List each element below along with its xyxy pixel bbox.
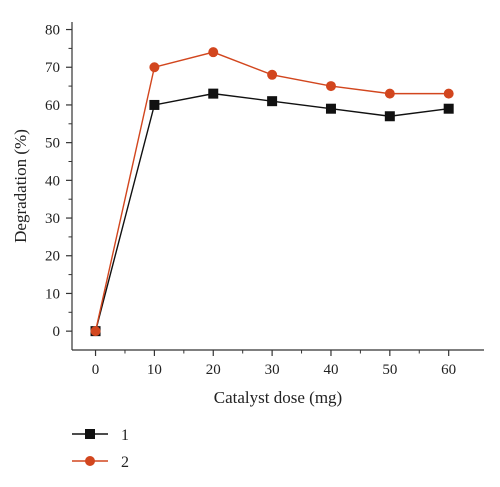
y-tick-label: 60 xyxy=(45,98,60,114)
y-tick-label: 40 xyxy=(45,173,60,189)
series-1-line xyxy=(94,92,449,332)
x-axis-label: Catalyst dose (mg) xyxy=(214,388,342,407)
y-tick-label: 80 xyxy=(45,23,60,39)
legend-marker xyxy=(85,456,95,466)
series-2-point xyxy=(267,69,278,80)
series-1 xyxy=(90,88,454,337)
series-1-point xyxy=(325,103,336,114)
series-2-point xyxy=(208,47,219,58)
axes xyxy=(71,22,484,351)
x-tick-label: 0 xyxy=(92,362,100,378)
x-tick-label: 60 xyxy=(441,362,456,378)
x-tick-label: 30 xyxy=(265,362,280,378)
series-1-point xyxy=(267,96,278,107)
series-2 xyxy=(90,47,454,337)
legend-entry-1: 1 xyxy=(72,427,129,444)
y-tick-label: 70 xyxy=(45,60,60,76)
legend-marker xyxy=(85,429,95,439)
series-1-point xyxy=(208,88,219,99)
series-1-point xyxy=(149,99,160,110)
legend-entry-2: 2 xyxy=(72,454,129,471)
ticks: 0 10 20 30 40 50 60 0 10 20 30 40 50 60 70 80 xyxy=(45,23,456,378)
legend-label: 2 xyxy=(121,454,129,471)
y-tick-label: 10 xyxy=(45,286,60,302)
series-1-point xyxy=(384,111,395,122)
series-2-point xyxy=(149,62,160,73)
series-layer xyxy=(90,47,454,337)
series-2-line xyxy=(94,51,449,332)
y-tick-label: 50 xyxy=(45,136,60,152)
x-tick-label: 10 xyxy=(147,362,162,378)
y-tick-label: 0 xyxy=(53,324,61,340)
series-2-point xyxy=(384,88,395,99)
series-1-point xyxy=(443,103,454,114)
x-tick-label: 20 xyxy=(206,362,221,378)
x-tick-label: 50 xyxy=(382,362,397,378)
series-2-point xyxy=(443,88,454,99)
x-tick-label: 40 xyxy=(323,362,338,378)
legend: 12 xyxy=(72,427,129,471)
y-axis-label: Degradation (%) xyxy=(11,129,30,243)
y-tick-label: 30 xyxy=(45,211,60,227)
series-2-point xyxy=(325,81,336,92)
y-tick-label: 20 xyxy=(45,249,60,265)
legend-label: 1 xyxy=(121,427,129,444)
series-2-point xyxy=(90,326,101,337)
